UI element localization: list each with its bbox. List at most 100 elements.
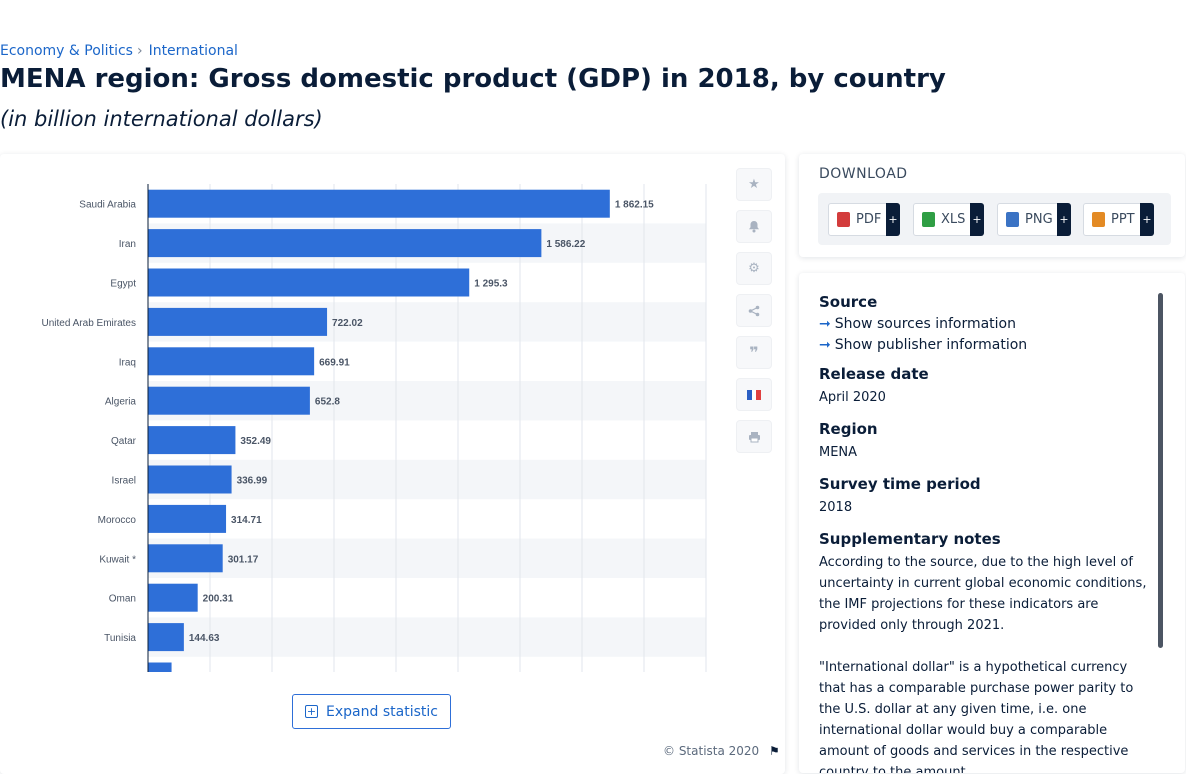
report-flag-icon[interactable]: ⚑ xyxy=(769,744,780,758)
category-label: Tunisia xyxy=(104,633,136,644)
download-xls-label: XLS xyxy=(941,212,966,227)
category-label: Algeria xyxy=(105,397,137,408)
bar[interactable] xyxy=(148,229,542,258)
download-pdf-button[interactable]: PDF + xyxy=(828,203,900,236)
survey-period-section: Survey time period 2018 xyxy=(819,475,1149,518)
category-label: Israel xyxy=(112,476,136,487)
row-band xyxy=(148,538,706,578)
survey-period-heading: Survey time period xyxy=(819,475,981,493)
download-png-button[interactable]: PNG + xyxy=(997,203,1071,236)
bar[interactable] xyxy=(148,544,223,573)
value-label: 1 295.3 xyxy=(474,279,508,290)
category-label: Egypt xyxy=(110,279,136,290)
bar[interactable] xyxy=(148,465,232,494)
value-label: 669.91 xyxy=(319,357,350,368)
category-label: Oman xyxy=(109,594,136,605)
value-label: 301.17 xyxy=(228,554,259,565)
bar[interactable] xyxy=(148,307,328,336)
page-subtitle: (in billion international dollars) xyxy=(0,107,323,131)
notes-section: Supplementary notes According to the sou… xyxy=(819,530,1149,773)
cite-button[interactable]: ❞ xyxy=(736,336,772,369)
notes-paragraph-2: "International dollar" is a hypothetical… xyxy=(819,660,1134,773)
value-label: 1 862.15 xyxy=(615,200,654,211)
bar[interactable] xyxy=(148,386,310,415)
language-button[interactable] xyxy=(736,378,772,411)
settings-button[interactable]: ⚙ xyxy=(736,252,772,285)
share-icon xyxy=(748,305,760,316)
show-sources-link[interactable]: ➞ Show sources information xyxy=(819,316,1149,332)
region-heading: Region xyxy=(819,420,878,438)
french-flag-icon xyxy=(747,389,762,400)
value-label: 352.49 xyxy=(240,436,271,447)
favorite-button[interactable]: ★ xyxy=(736,168,772,201)
page-title: MENA region: Gross domestic product (GDP… xyxy=(0,64,946,94)
chart-card: Saudi Arabia 1 862.15 Iran 1 586.22 Egypt 1 2… xyxy=(0,154,785,774)
download-ppt-plus: + xyxy=(1140,203,1154,236)
print-button[interactable] xyxy=(736,420,772,453)
row-band xyxy=(148,617,706,657)
download-png-label: PNG xyxy=(1025,212,1053,227)
plus-square-icon: + xyxy=(305,705,319,718)
region-value: MENA xyxy=(819,445,858,460)
breadcrumb-link-economy[interactable]: Economy & Politics xyxy=(0,43,133,59)
bar[interactable] xyxy=(148,504,227,533)
value-label: 652.8 xyxy=(315,397,340,408)
notes-paragraph-1: According to the source, due to the high… xyxy=(819,555,1147,633)
bar[interactable] xyxy=(148,268,470,297)
expand-statistic-button[interactable]: + Expand statistic xyxy=(292,694,451,729)
print-icon xyxy=(748,431,760,442)
value-label: 144.63 xyxy=(189,633,220,644)
download-buttons: PDF + XLS + PNG + PPT + xyxy=(818,193,1171,245)
bar[interactable] xyxy=(148,623,184,652)
show-publisher-label: Show publisher information xyxy=(834,337,1028,353)
xls-file-icon xyxy=(922,212,935,227)
download-ppt-button[interactable]: PPT + xyxy=(1083,203,1154,236)
source-heading: Source xyxy=(819,293,878,311)
png-file-icon xyxy=(1006,212,1019,227)
release-date-value: April 2020 xyxy=(819,390,886,405)
download-pdf-label: PDF xyxy=(856,212,882,227)
statistic-details-card: Source ➞ Show sources information ➞ Show p… xyxy=(799,273,1185,773)
category-label: Iraq xyxy=(119,357,136,368)
bar[interactable] xyxy=(148,662,172,675)
chevron-right-icon: › xyxy=(136,43,143,59)
breadcrumb-link-international[interactable]: International xyxy=(148,43,238,59)
release-date-heading: Release date xyxy=(819,365,929,383)
copyright-text: © Statista 2020 xyxy=(663,744,760,758)
details-scrollbar[interactable] xyxy=(1158,293,1163,648)
notes-heading: Supplementary notes xyxy=(819,530,1001,548)
show-sources-label: Show sources information xyxy=(834,316,1016,332)
show-publisher-link[interactable]: ➞ Show publisher information xyxy=(819,337,1149,353)
bar[interactable] xyxy=(148,426,236,455)
chart-toolbar: ★ ⚙ ❞ xyxy=(736,168,772,462)
value-label: 200.31 xyxy=(203,594,234,605)
category-label: Kuwait * xyxy=(99,554,136,565)
category-label: Iran xyxy=(119,239,136,250)
arrow-right-icon: ➞ xyxy=(819,316,831,332)
bar[interactable] xyxy=(148,583,198,612)
download-xls-button[interactable]: XLS + xyxy=(913,203,984,236)
details-content: Source ➞ Show sources information ➞ Show p… xyxy=(819,293,1149,773)
ppt-file-icon xyxy=(1092,212,1105,227)
category-label: Morocco xyxy=(98,515,137,526)
category-label: United Arab Emirates xyxy=(42,318,137,329)
value-label: 1 586.22 xyxy=(546,239,585,250)
download-png-plus: + xyxy=(1057,203,1071,236)
quote-icon: ❞ xyxy=(749,343,759,362)
bar[interactable] xyxy=(148,347,315,376)
category-label: Saudi Arabia xyxy=(79,200,136,211)
download-ppt-label: PPT xyxy=(1111,212,1135,227)
source-section: Source ➞ Show sources information ➞ Show p… xyxy=(819,293,1149,353)
category-label: Qatar xyxy=(111,436,137,447)
pdf-file-icon xyxy=(837,212,850,227)
star-icon: ★ xyxy=(748,177,760,192)
notification-button[interactable] xyxy=(736,210,772,243)
breadcrumb: Economy & Politics › International xyxy=(0,43,238,59)
arrow-right-icon: ➞ xyxy=(819,337,831,353)
row-band xyxy=(148,459,706,500)
share-button[interactable] xyxy=(736,294,772,327)
download-pdf-plus: + xyxy=(886,203,900,236)
value-label: 314.71 xyxy=(231,515,262,526)
bar[interactable] xyxy=(148,189,610,218)
download-xls-plus: + xyxy=(970,203,984,236)
